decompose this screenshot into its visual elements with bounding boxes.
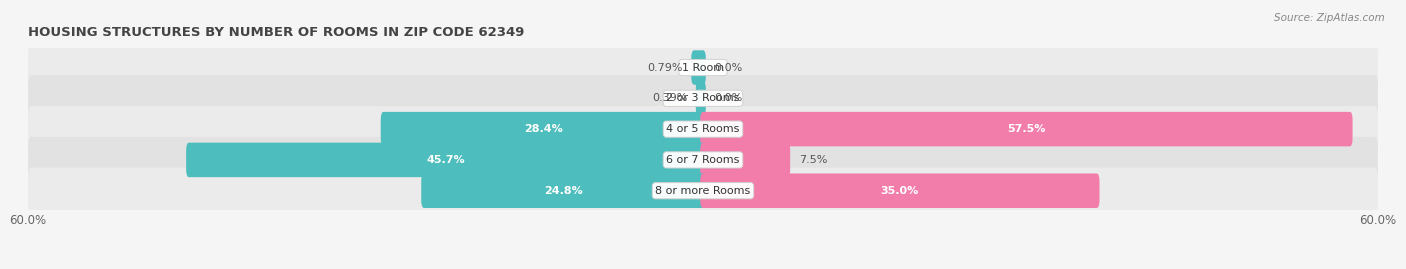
Text: 57.5%: 57.5% (1007, 124, 1046, 134)
Text: 35.0%: 35.0% (880, 186, 920, 196)
FancyBboxPatch shape (28, 168, 1378, 214)
Text: 0.0%: 0.0% (714, 62, 742, 73)
Text: 24.8%: 24.8% (544, 186, 583, 196)
Text: 6 or 7 Rooms: 6 or 7 Rooms (666, 155, 740, 165)
Text: 45.7%: 45.7% (426, 155, 465, 165)
FancyBboxPatch shape (28, 44, 1378, 91)
FancyBboxPatch shape (381, 112, 706, 146)
Text: 4 or 5 Rooms: 4 or 5 Rooms (666, 124, 740, 134)
Text: 2 or 3 Rooms: 2 or 3 Rooms (666, 93, 740, 103)
FancyBboxPatch shape (422, 174, 706, 208)
Text: 1 Room: 1 Room (682, 62, 724, 73)
Text: HOUSING STRUCTURES BY NUMBER OF ROOMS IN ZIP CODE 62349: HOUSING STRUCTURES BY NUMBER OF ROOMS IN… (28, 26, 524, 39)
FancyBboxPatch shape (696, 81, 706, 116)
Text: 8 or more Rooms: 8 or more Rooms (655, 186, 751, 196)
FancyBboxPatch shape (28, 137, 1378, 183)
FancyBboxPatch shape (700, 174, 1099, 208)
Text: 0.0%: 0.0% (714, 93, 742, 103)
Text: Source: ZipAtlas.com: Source: ZipAtlas.com (1274, 13, 1385, 23)
FancyBboxPatch shape (186, 143, 706, 177)
FancyBboxPatch shape (692, 50, 706, 85)
Text: 0.79%: 0.79% (647, 62, 683, 73)
Legend: Owner-occupied, Renter-occupied: Owner-occupied, Renter-occupied (579, 266, 827, 269)
Text: 7.5%: 7.5% (799, 155, 827, 165)
Text: 28.4%: 28.4% (524, 124, 562, 134)
FancyBboxPatch shape (700, 112, 1353, 146)
Text: 0.39%: 0.39% (652, 93, 688, 103)
FancyBboxPatch shape (700, 143, 790, 177)
FancyBboxPatch shape (28, 75, 1378, 121)
FancyBboxPatch shape (28, 106, 1378, 152)
